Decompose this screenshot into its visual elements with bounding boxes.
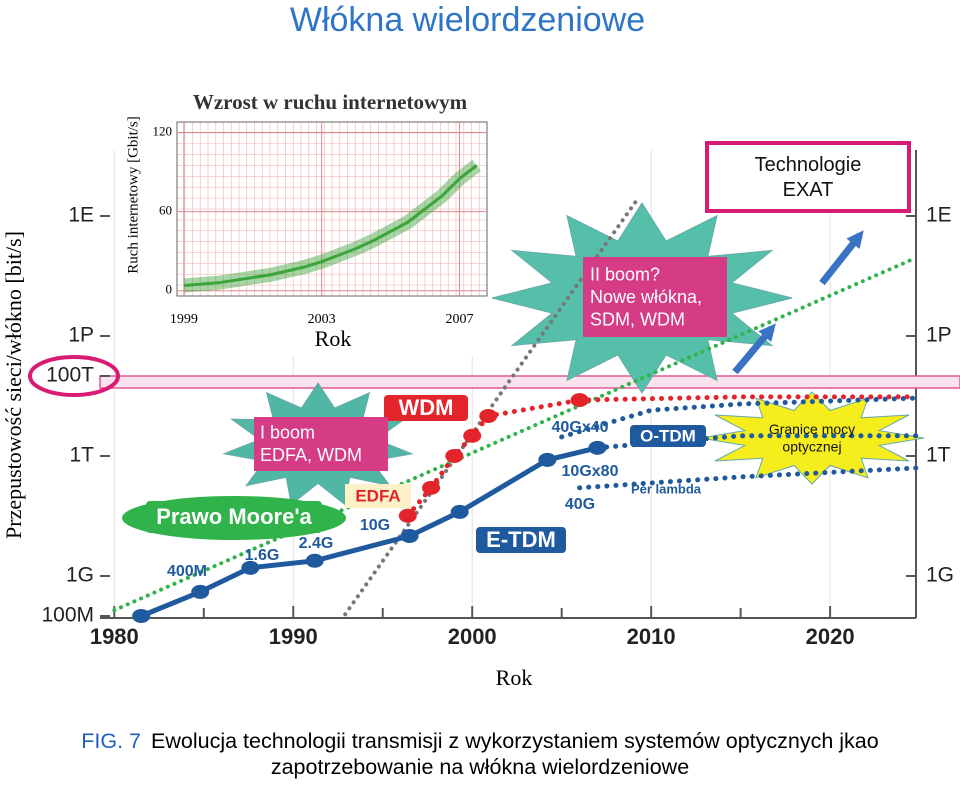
marker (422, 480, 441, 495)
inset-y-axis-label: Ruch internetowy [Gbit/s] (125, 116, 141, 273)
arrow-head (846, 230, 864, 249)
annotation-text: 40Gx40 (552, 419, 609, 436)
annotation-box (345, 484, 411, 508)
inset-x-axis-label: Rok (315, 326, 352, 351)
series-label-box (476, 527, 566, 553)
series-label: E-TDM (486, 527, 556, 552)
series-label: Prawo Moore'a (156, 504, 312, 529)
y2-tick-label: 1G (926, 564, 954, 587)
inset-x-tick-label: 2003 (308, 312, 336, 327)
highlight-band (99, 375, 960, 389)
y2-tick-label: 1P (926, 324, 952, 347)
page-title: Włókna wielordzeniowe (289, 1, 646, 39)
annotation-text: Granice mocy (769, 421, 855, 437)
arrow-head (758, 323, 776, 342)
marker (191, 584, 210, 599)
inset-title: Wzrost w ruchu internetowym (193, 90, 468, 114)
x-tick-label: 2020 (806, 624, 855, 649)
annotation-text: 10Gx80 (562, 463, 619, 480)
annotation-text: EDFA, WDM (260, 445, 362, 465)
marker (450, 504, 469, 519)
marker (400, 529, 419, 543)
chart: 1980 1990 2000 2010 2020 100M 1G 1T 100T 1P 1E 1G 1T… (1, 89, 960, 691)
series-line (112, 255, 918, 613)
starburst (699, 391, 925, 485)
annotation-text: I boom (260, 423, 315, 443)
x-axis-label: Rok (496, 665, 533, 690)
tick-highlight (28, 355, 120, 397)
inset-y-tick-label: 0 (166, 282, 173, 297)
y-tick-label: 100M (41, 604, 94, 627)
inset-y-tick-label: 60 (159, 203, 172, 218)
x-tick-label: 2000 (448, 624, 497, 649)
inset-line (183, 164, 478, 287)
series-label: WDM (399, 395, 454, 420)
annotation-text: Nowe włókna, (590, 287, 702, 307)
y-tick-label: 1G (66, 564, 94, 587)
annotation-text: EDFA (355, 486, 400, 505)
caption-label: FIG. 7 (81, 729, 142, 753)
annotation-box (705, 141, 911, 213)
y-tick-label: 100T (46, 364, 94, 387)
series-label-box (630, 425, 706, 447)
series-line (138, 445, 600, 619)
marker (463, 428, 482, 443)
marker (445, 449, 464, 463)
inset-y-tick-label: 120 (153, 124, 173, 139)
series-line (405, 397, 583, 519)
y-tick-label: 1E (68, 204, 94, 227)
annotation-text: 2.4G (299, 535, 334, 552)
y-tick-label: 1T (69, 444, 94, 467)
annotation-box (583, 257, 727, 337)
series-label-box (384, 395, 468, 421)
x-tick-label: 2010 (627, 624, 676, 649)
annotation-text: optycznej (782, 438, 841, 454)
annotation-text: II boom? (590, 264, 660, 284)
annotation-text: 400M (167, 563, 207, 580)
annotation-text: 1.6G (245, 547, 280, 564)
y-tick-label: 1P (68, 324, 94, 347)
marker (132, 609, 151, 623)
y-axis-label: Przepustowość sieci/włókno [bit/s] (1, 231, 26, 539)
y2-tick-label: 1E (926, 204, 952, 227)
caption: FIG. 7 Ewolucja technologii transmisji z … (10, 728, 950, 780)
marker (241, 560, 260, 575)
annotation-text: 10G (360, 517, 390, 534)
inset-x-tick-label: 1999 (170, 312, 198, 327)
y2-tick-label: 1T (926, 444, 951, 467)
inset-x-tick-label: 2007 (445, 312, 473, 327)
series-line (577, 465, 919, 491)
x-tick-label: 1980 (90, 624, 139, 649)
annotation-text: Technologie (755, 154, 862, 176)
annotation-box (254, 417, 388, 471)
inset-frame (176, 121, 488, 297)
x-tick-label: 1990 (269, 624, 318, 649)
series-label-box (146, 501, 322, 533)
annotation-text: EXAT (783, 179, 834, 201)
marker (479, 409, 498, 423)
series-label: Per lambda (631, 481, 702, 496)
caption-text: Ewolucja technologii transmisji z wykorz… (151, 729, 879, 779)
marker (398, 508, 417, 523)
annotation-text: SDM, WDM (590, 309, 685, 329)
series-line (577, 394, 919, 403)
marker (305, 553, 324, 568)
marker (538, 452, 557, 467)
annotation-text: 40G (565, 496, 595, 513)
series-label: O-TDM (640, 426, 696, 445)
series-line (559, 395, 919, 440)
